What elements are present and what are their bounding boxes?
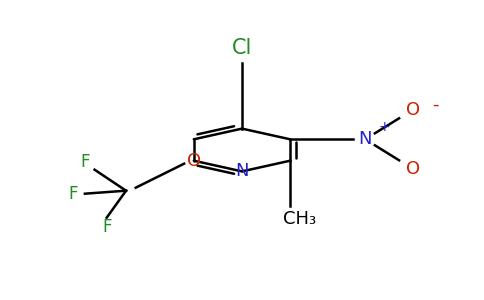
- Text: -: -: [432, 96, 439, 114]
- Text: CH₃: CH₃: [283, 210, 317, 228]
- Text: F: F: [102, 218, 111, 236]
- Text: +: +: [379, 120, 391, 134]
- Text: O: O: [406, 160, 420, 178]
- Text: N: N: [235, 162, 249, 180]
- Text: O: O: [406, 101, 420, 119]
- Text: F: F: [80, 153, 90, 171]
- Text: Cl: Cl: [232, 38, 252, 58]
- Text: F: F: [68, 185, 77, 203]
- Text: N: N: [359, 130, 372, 148]
- Text: O: O: [187, 152, 201, 170]
